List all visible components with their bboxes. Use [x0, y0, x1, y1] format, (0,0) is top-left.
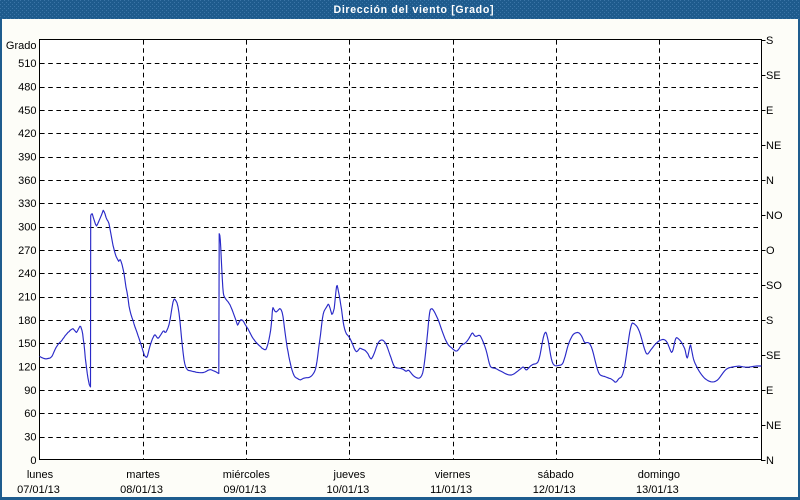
- svg-text:NE: NE: [766, 420, 781, 432]
- svg-text:510: 510: [18, 58, 36, 70]
- svg-text:360: 360: [18, 175, 36, 187]
- svg-text:180: 180: [18, 315, 36, 327]
- svg-text:0: 0: [30, 455, 36, 467]
- svg-text:SE: SE: [766, 350, 781, 362]
- svg-text:270: 270: [18, 245, 36, 257]
- svg-text:450: 450: [18, 105, 36, 117]
- svg-text:07/01/13: 07/01/13: [17, 484, 60, 496]
- svg-text:E: E: [766, 385, 773, 397]
- svg-text:NE: NE: [766, 140, 781, 152]
- svg-text:miércoles: miércoles: [223, 469, 271, 481]
- svg-text:08/01/13: 08/01/13: [120, 484, 163, 496]
- svg-text:90: 90: [24, 385, 36, 397]
- svg-text:210: 210: [18, 292, 36, 304]
- svg-text:09/01/13: 09/01/13: [223, 484, 266, 496]
- svg-text:NO: NO: [766, 210, 783, 222]
- svg-text:S: S: [766, 315, 773, 327]
- svg-text:viernes: viernes: [435, 469, 471, 481]
- svg-text:390: 390: [18, 152, 36, 164]
- svg-text:11/01/13: 11/01/13: [430, 484, 472, 496]
- svg-text:120: 120: [18, 362, 36, 374]
- svg-text:13/01/13: 13/01/13: [636, 484, 679, 496]
- svg-text:SE: SE: [766, 70, 781, 82]
- svg-text:12/01/13: 12/01/13: [533, 484, 576, 496]
- svg-text:Grado: Grado: [6, 40, 37, 52]
- svg-text:240: 240: [18, 268, 36, 280]
- svg-text:sábado: sábado: [538, 469, 574, 481]
- svg-text:420: 420: [18, 128, 36, 140]
- svg-text:S: S: [766, 35, 773, 47]
- svg-text:300: 300: [18, 222, 36, 234]
- svg-text:SO: SO: [766, 280, 782, 292]
- svg-text:jueves: jueves: [333, 469, 366, 481]
- svg-text:N: N: [766, 455, 774, 467]
- svg-text:lunes: lunes: [27, 469, 54, 481]
- svg-text:Dirección del viento [Grado]: Dirección del viento [Grado]: [334, 4, 494, 16]
- svg-text:60: 60: [24, 408, 36, 420]
- svg-text:N: N: [766, 175, 774, 187]
- svg-text:O: O: [766, 245, 775, 257]
- svg-text:10/01/13: 10/01/13: [326, 484, 369, 496]
- svg-text:domingo: domingo: [638, 469, 680, 481]
- svg-text:330: 330: [18, 198, 36, 210]
- svg-text:E: E: [766, 105, 773, 117]
- svg-text:martes: martes: [126, 469, 160, 481]
- svg-text:150: 150: [18, 338, 36, 350]
- svg-text:30: 30: [24, 432, 36, 444]
- svg-text:480: 480: [18, 82, 36, 94]
